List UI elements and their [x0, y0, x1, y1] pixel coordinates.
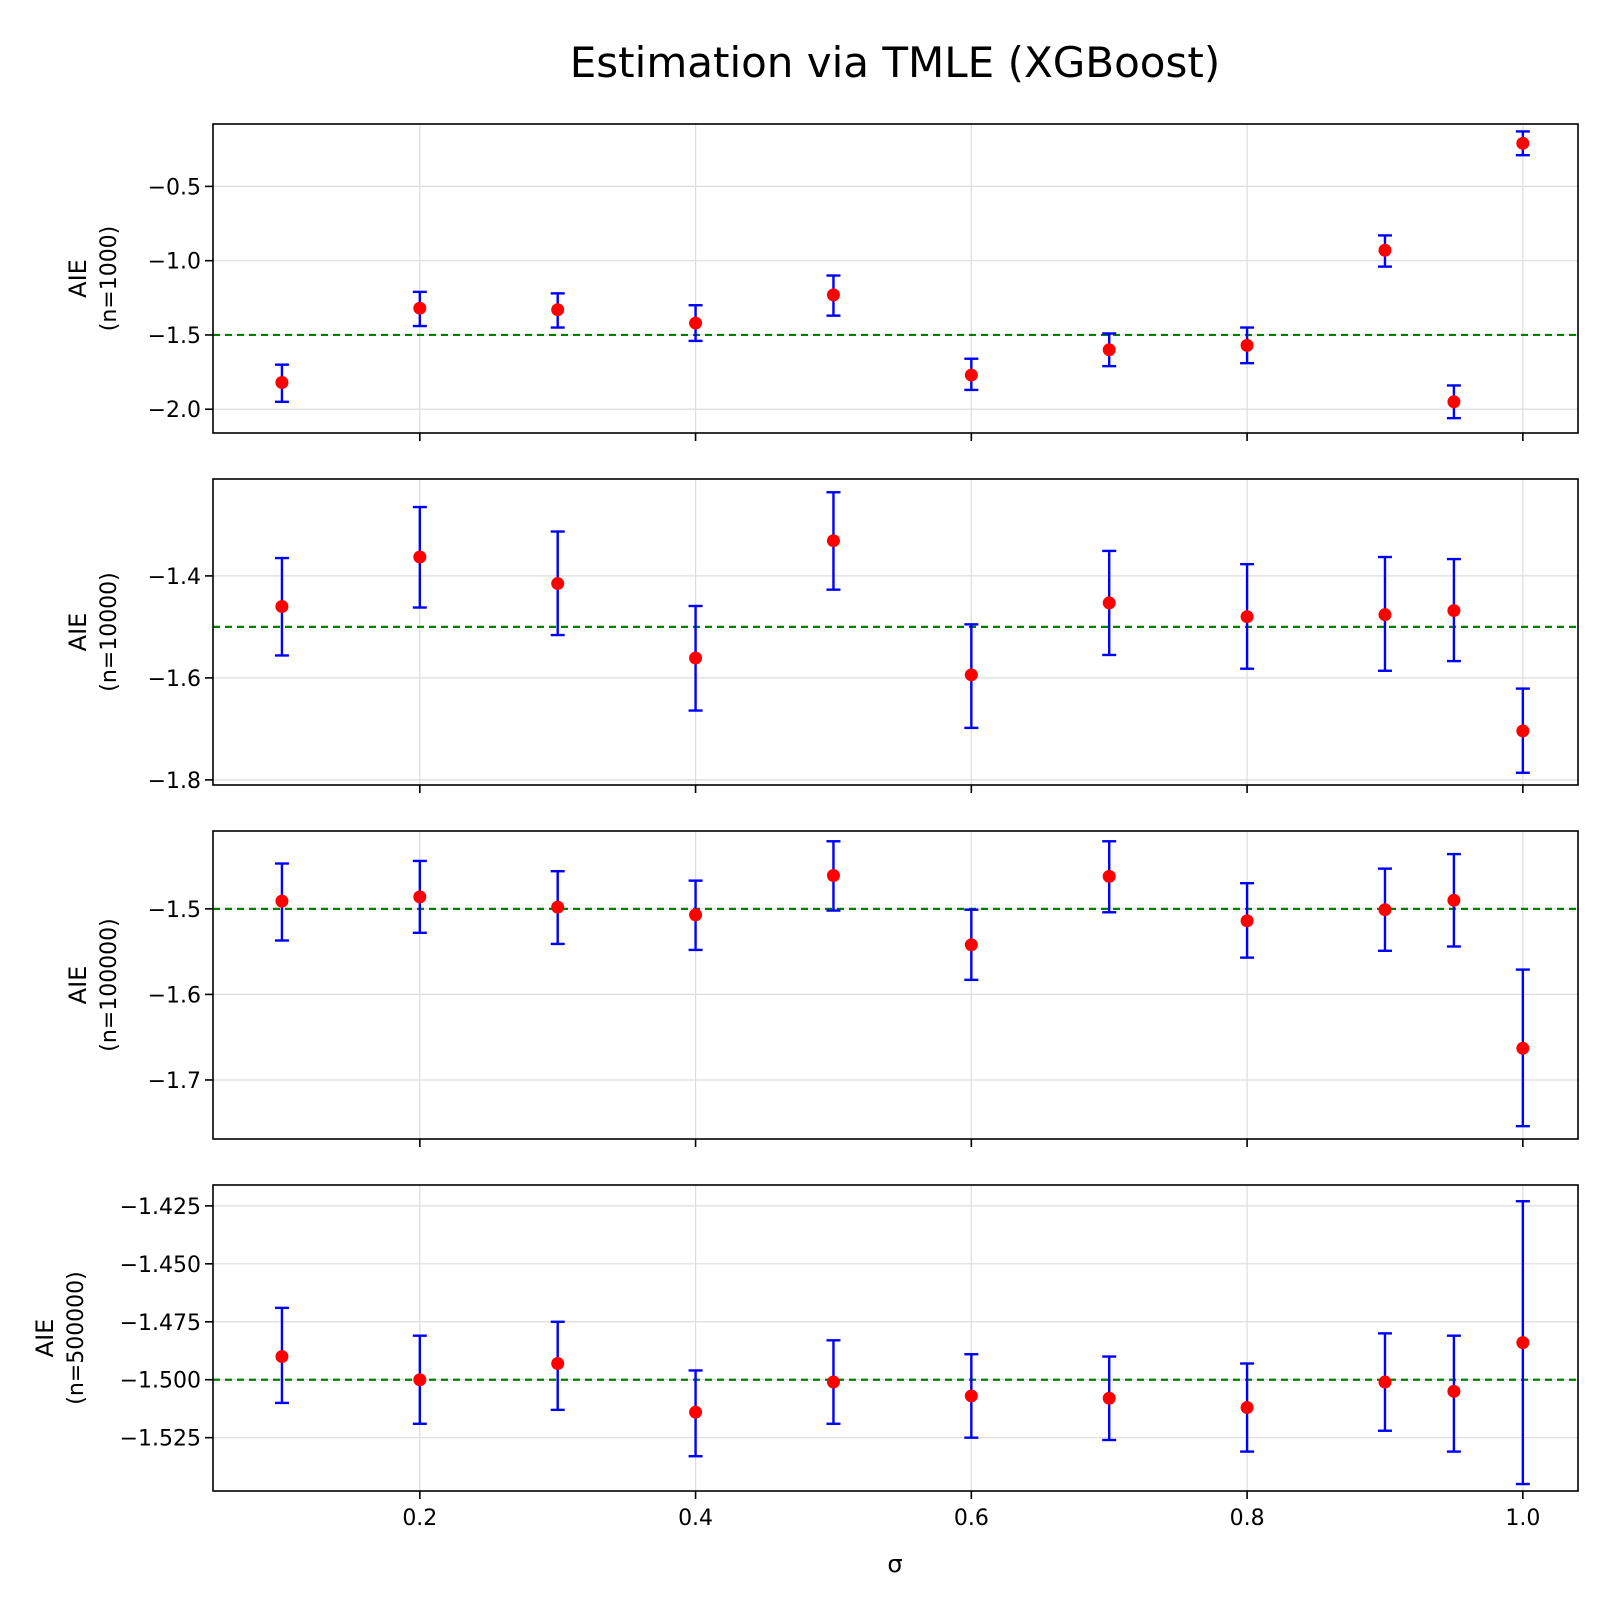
y-tick-label: −1.525: [120, 1427, 201, 1452]
x-tick-label: 0.8: [1230, 1506, 1265, 1531]
y-tick-label: −1.450: [120, 1253, 201, 1278]
data-point: [275, 1350, 289, 1364]
data-point: [826, 534, 840, 548]
chart-title: Estimation via TMLE (XGBoost): [570, 38, 1220, 87]
data-point: [1447, 1384, 1461, 1398]
panel-1: −2.0 −1.5 −1.0 −0.5 AIE (n=1000): [64, 123, 1579, 441]
y-tick-label: −1.5: [148, 898, 201, 923]
data-point: [1447, 893, 1461, 907]
data-point: [964, 668, 978, 682]
y-tick-label: −1.5: [148, 324, 201, 349]
data-point: [1102, 343, 1116, 357]
plot-frame: [212, 478, 1579, 786]
panel-2: −1.8 −1.6 −1.4 AIE (n=10000): [64, 478, 1579, 794]
x-axis-label: σ: [887, 1550, 902, 1578]
data-point: [1102, 596, 1116, 610]
data-point: [826, 868, 840, 882]
data-point: [826, 1375, 840, 1389]
y-axis-label: AIE: [64, 613, 92, 652]
data-point: [1102, 869, 1116, 883]
data-point: [1516, 1336, 1530, 1350]
y-axis-sublabel: (n=1000): [97, 226, 122, 332]
data-point: [1240, 1401, 1254, 1415]
data-point: [689, 651, 703, 665]
data-point: [1378, 903, 1392, 917]
data-point: [551, 303, 565, 317]
y-axis-sublabel: (n=100000): [97, 918, 122, 1052]
data-point: [1516, 724, 1530, 738]
plot-frame: [212, 830, 1579, 1140]
x-tick-label: 0.6: [954, 1506, 989, 1531]
data-point: [413, 1373, 427, 1387]
data-point: [1516, 1041, 1530, 1055]
y-axis-label: AIE: [64, 259, 92, 298]
data-point: [275, 894, 289, 908]
y-tick-label: −1.0: [148, 250, 201, 275]
plot-frame: [212, 1184, 1579, 1492]
data-point: [1378, 1375, 1392, 1389]
data-point: [551, 1357, 565, 1370]
data-point: [1447, 395, 1461, 409]
plot-frame: [212, 123, 1579, 434]
x-tick-label: 0.4: [678, 1506, 713, 1531]
data-point: [1102, 1391, 1116, 1405]
y-tick-label: −2.0: [148, 398, 201, 423]
data-point: [689, 908, 703, 922]
y-tick-label: −1.8: [148, 769, 201, 794]
y-tick-label: −1.4: [148, 565, 201, 590]
y-tick-label: −1.6: [148, 667, 201, 692]
data-point: [275, 375, 289, 389]
x-tick-label: 0.2: [402, 1506, 437, 1531]
data-point: [1240, 338, 1254, 352]
data-point: [413, 301, 427, 315]
data-point: [689, 1405, 703, 1419]
data-point: [1240, 610, 1254, 624]
data-point: [413, 890, 427, 904]
data-point: [275, 600, 289, 613]
panel-3: −1.7 −1.6 −1.5 AIE (n=100000): [64, 830, 1579, 1147]
data-point: [964, 938, 978, 952]
y-tick-label: −1.500: [120, 1369, 201, 1394]
data-point: [964, 368, 978, 382]
y-axis-label: AIE: [31, 1319, 59, 1358]
y-tick-label: −1.6: [148, 983, 201, 1008]
y-tick-label: −1.7: [148, 1069, 201, 1094]
data-point: [1378, 243, 1392, 257]
x-tick-label: 1.0: [1505, 1506, 1540, 1531]
data-point: [1516, 136, 1530, 150]
data-point: [1378, 608, 1392, 622]
data-point: [551, 577, 565, 591]
y-axis-label: AIE: [64, 966, 92, 1005]
data-point: [1447, 604, 1461, 618]
data-point: [826, 288, 840, 302]
data-point: [1240, 914, 1254, 928]
y-axis-sublabel: (n=10000): [97, 572, 122, 692]
y-axis-sublabel: (n=500000): [64, 1271, 89, 1405]
data-point: [964, 1389, 978, 1403]
y-tick-label: −1.425: [120, 1195, 201, 1220]
data-point: [413, 550, 427, 564]
data-point: [689, 316, 703, 330]
y-tick-label: −0.5: [148, 175, 201, 200]
y-tick-label: −1.475: [120, 1311, 201, 1336]
data-point: [551, 900, 565, 914]
panel-4: 0.2 0.4 0.6 0.8 1.0 −1.525 −1.500 −1.475 −1.450 −…: [31, 1184, 1579, 1531]
